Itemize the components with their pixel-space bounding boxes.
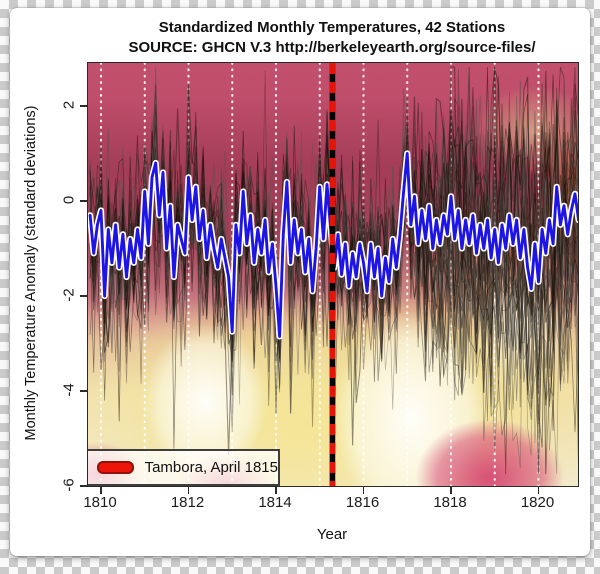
tambora-line-swatch-icon (97, 461, 134, 474)
x-tick-mark (362, 487, 365, 494)
figure-card: Standardized Monthly Temperatures, 42 St… (10, 8, 590, 556)
legend-box: Tambora, April 1815 (88, 449, 280, 486)
y-tick-label: 0 (60, 195, 78, 205)
chart-title: Standardized Monthly Temperatures, 42 St… (158, 19, 506, 36)
x-tick-label: 1816 (345, 494, 380, 511)
y-tick-label: -6 (60, 478, 78, 492)
chart-title-block: Standardized Monthly Temperatures, 42 St… (87, 18, 577, 58)
x-tick-mark (450, 487, 452, 494)
y-tick-label: -2 (60, 288, 78, 302)
legend-label: Tambora, April 1815 (144, 459, 278, 476)
plot-area: Tambora, April 1815 (87, 62, 579, 487)
x-tick-label: 1818 (433, 494, 467, 511)
x-tick-label: 1820 (520, 494, 555, 511)
x-tick-mark (187, 487, 190, 494)
x-tick-mark (537, 487, 540, 494)
x-tick-label: 1812 (170, 494, 205, 511)
y-tick-mark (80, 105, 87, 107)
chart-subtitle: SOURCE: GHCN V.3 http://berkeleyearth.or… (128, 39, 536, 56)
x-tick-mark (100, 487, 102, 494)
y-tick-mark (80, 295, 87, 297)
y-tick-mark (80, 390, 87, 392)
chart-canvas (88, 63, 578, 486)
y-tick-label: 2 (60, 100, 78, 110)
x-tick-label: 1814 (258, 494, 292, 511)
y-tick-mark (80, 485, 87, 487)
y-axis-title-text: Monthly Temperature Anomaly (standard de… (23, 105, 39, 441)
x-axis-title: Year (316, 526, 348, 543)
x-tick-label: 1810 (83, 494, 117, 511)
y-tick-label: -4 (60, 383, 78, 397)
x-tick-mark (275, 487, 277, 494)
y-tick-mark (80, 200, 87, 202)
